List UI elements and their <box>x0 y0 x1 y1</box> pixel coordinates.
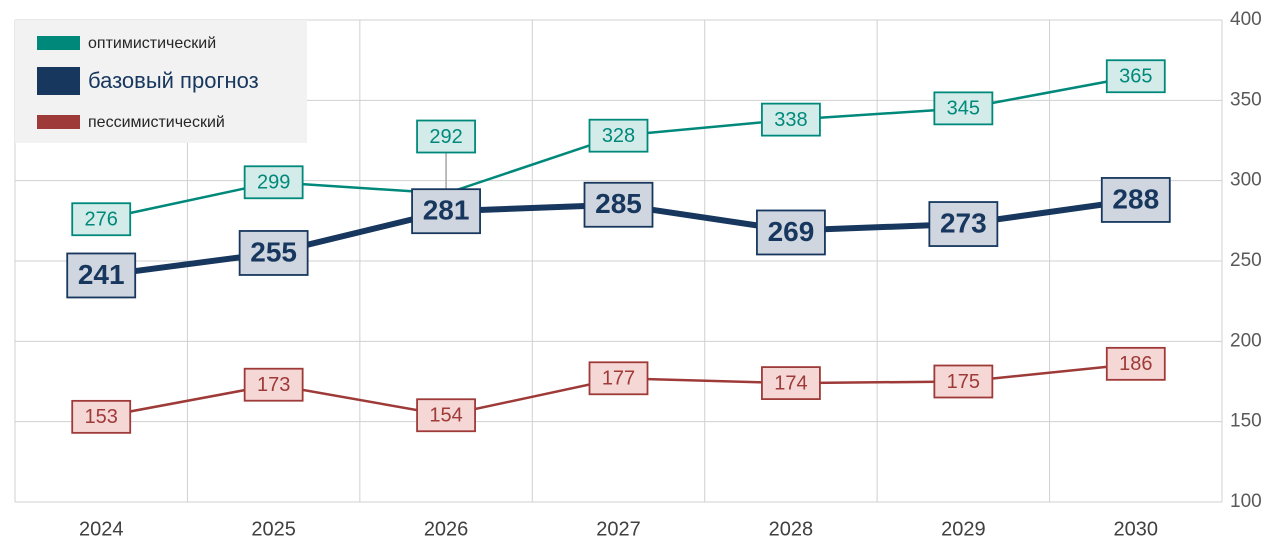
y-tick-label: 250 <box>1230 250 1262 271</box>
x-tick-label: 2026 <box>424 518 469 540</box>
value-label-box <box>583 181 654 228</box>
legend-swatch <box>37 36 80 50</box>
value-label: 241 <box>78 259 125 290</box>
y-tick-label: 300 <box>1230 170 1262 191</box>
x-tick-label: 2025 <box>251 518 296 540</box>
x-tick-label: 2029 <box>941 518 986 540</box>
legend-swatch <box>37 67 80 95</box>
value-label: 269 <box>768 216 815 247</box>
value-label: 177 <box>602 368 635 390</box>
value-label-box <box>933 91 994 126</box>
value-label-box <box>416 119 476 154</box>
value-label: 153 <box>85 406 118 428</box>
value-label: 186 <box>1119 353 1152 375</box>
value-label: 299 <box>257 172 290 194</box>
legend-label: пессимистический <box>88 114 225 131</box>
value-label: 345 <box>947 98 980 120</box>
y-tick-label: 100 <box>1230 491 1262 512</box>
value-label-box <box>416 398 476 433</box>
value-label: 338 <box>774 109 807 131</box>
legend-swatch <box>37 115 80 129</box>
value-label-box <box>411 188 481 235</box>
value-label-box <box>761 366 821 401</box>
y-tick-label: 350 <box>1230 89 1262 110</box>
value-label-box <box>243 367 304 402</box>
value-label-box <box>756 209 826 256</box>
value-label: 175 <box>947 371 980 393</box>
value-label: 255 <box>250 236 297 267</box>
value-label: 285 <box>595 188 642 219</box>
value-label: 276 <box>85 209 118 231</box>
x-tick-label: 2024 <box>79 518 124 540</box>
value-label-box <box>243 165 304 200</box>
value-label-box <box>933 364 994 399</box>
value-label-box <box>588 361 649 396</box>
value-label-box <box>588 118 649 153</box>
value-label-box <box>1105 346 1166 381</box>
legend-label: базовый прогноз <box>88 68 259 93</box>
value-label: 281 <box>423 195 470 226</box>
value-label-box <box>71 202 132 237</box>
value-label-box <box>1100 177 1171 223</box>
value-label: 288 <box>1112 183 1159 214</box>
x-tick-label: 2027 <box>596 518 641 540</box>
value-label: 154 <box>429 405 462 427</box>
value-label-box <box>761 102 821 137</box>
value-label: 328 <box>602 125 635 147</box>
value-label: 365 <box>1119 66 1152 88</box>
value-label-box <box>238 230 309 276</box>
x-tick-label: 2028 <box>769 518 814 540</box>
value-label: 273 <box>940 207 987 238</box>
value-label: 173 <box>257 374 290 396</box>
y-tick-label: 400 <box>1230 9 1262 30</box>
value-label: 292 <box>429 126 462 148</box>
value-label-box <box>928 201 999 247</box>
y-tick-label: 200 <box>1230 330 1262 351</box>
y-tick-label: 150 <box>1230 411 1262 432</box>
x-tick-label: 2030 <box>1114 518 1159 540</box>
value-label: 174 <box>774 372 807 394</box>
value-label-box <box>66 252 137 299</box>
value-label-box <box>71 399 132 434</box>
value-label-box <box>1105 59 1166 94</box>
legend-label: оптимистический <box>88 35 216 52</box>
